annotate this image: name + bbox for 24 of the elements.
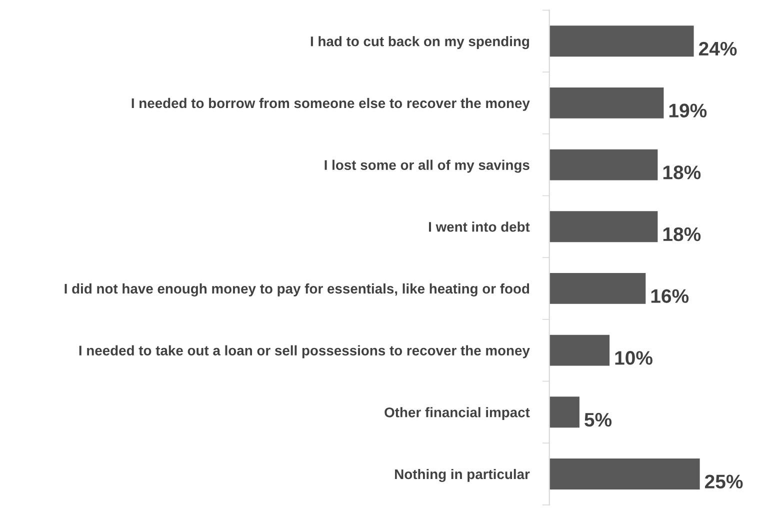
data-label: 25% (705, 474, 743, 488)
y-tick-label: I needed to take out a loan or sell possessions to recover the money (79, 345, 530, 358)
data-label: 10% (615, 351, 652, 365)
bar (549, 211, 658, 242)
y-tick-label: I went into debt (429, 222, 530, 232)
y-tick-label: I had to cut back on my spending (310, 36, 530, 50)
bar (549, 26, 694, 57)
bar (549, 149, 658, 180)
bar (549, 396, 580, 428)
data-label: 18% (663, 166, 701, 180)
data-label: 19% (669, 104, 707, 118)
data-label: 16% (651, 289, 689, 303)
y-tick-label: Other financial impact (384, 407, 530, 420)
y-tick-label: I lost some or all of my savings (324, 160, 530, 173)
y-tick-label: I did not have enough money to pay for essentials, like heating or food (64, 283, 530, 296)
data-label: 18% (663, 227, 701, 242)
y-tick-label: Nothing in particular (395, 468, 530, 482)
bar (549, 273, 646, 304)
bar (549, 87, 664, 118)
bar (549, 334, 610, 366)
bar (549, 458, 700, 490)
y-tick-label: I needed to borrow from someone else to recover the money (132, 98, 530, 111)
data-label: 24% (698, 42, 737, 56)
data-label: 5% (584, 412, 612, 427)
